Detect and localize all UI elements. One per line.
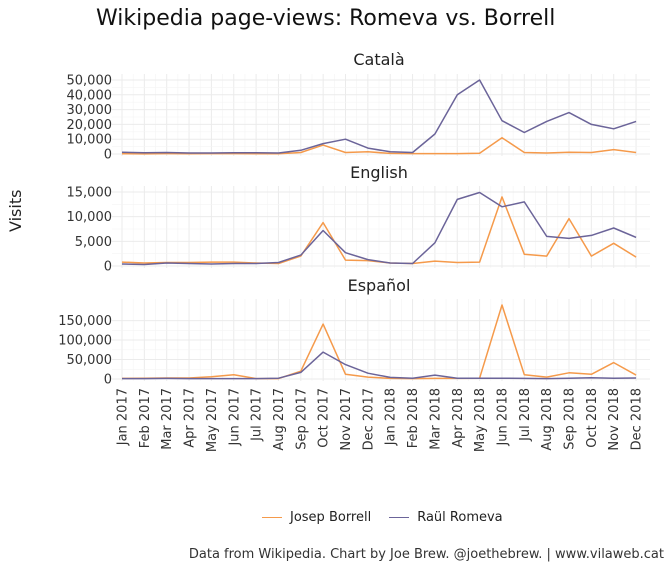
x-tick-label: Feb 2017 [138,388,153,448]
x-tick-label: Apr 2018 [451,388,466,448]
y-tick-label: 15,000 [67,186,113,201]
y-tick-label: 40,000 [67,88,113,103]
x-tick-label: Oct 2018 [585,388,600,448]
panel-title-espanol: Español [347,276,411,295]
panel-title-catala: Català [353,50,405,69]
series-line-romeva [122,351,637,380]
x-tick-label: May 2018 [473,388,488,452]
y-tick-label: 0 [104,148,112,163]
x-tick-label: Jan 2018 [384,388,399,446]
legend-label-borrell: Josep Borrell [290,510,372,525]
y-tick-label: 150,000 [58,314,112,329]
x-tick-label: Sep 2017 [294,388,309,450]
x-tick-label: Nov 2017 [339,388,354,451]
x-tick-label: Oct 2017 [317,388,332,448]
x-tick-label: May 2017 [205,388,220,452]
y-tick-label: 10,000 [67,210,113,225]
x-tick-label: Jun 2018 [495,388,510,447]
y-tick-label: 50,000 [67,74,113,89]
legend-label-romeva: Raül Romeva [417,510,503,525]
x-tick-label: Jan 2017 [116,388,131,446]
x-tick-label: Nov 2018 [607,388,622,451]
x-tick-label: Jul 2017 [250,388,265,442]
x-tick-label: Aug 2018 [540,388,555,451]
y-tick-label: 0 [104,373,112,388]
series-line-romeva [121,191,637,266]
legend-item-borrell: Josep Borrell [262,510,371,525]
x-tick-label: Apr 2017 [183,388,198,448]
x-tick-label: Mar 2018 [428,388,443,450]
y-tick-label: 0 [104,260,112,275]
x-tick-label: Aug 2017 [272,388,287,451]
legend: Josep Borrell Raül Romeva [262,510,521,525]
x-tick-label: Feb 2018 [406,388,421,448]
y-tick-label: 20,000 [67,118,113,133]
x-tick-label: Jun 2017 [227,388,242,447]
y-tick-label: 30,000 [67,103,113,118]
legend-swatch-romeva [389,517,410,518]
x-tick-label: Sep 2018 [563,388,578,450]
series-line-borrell [121,304,637,380]
legend-swatch-borrell [262,517,282,518]
y-tick-label: 5,000 [75,235,112,250]
caption: Data from Wikipedia. Chart by Joe Brew. … [188,547,664,562]
panel-title-english: English [350,163,408,182]
chart-title: Wikipedia page-views: Romeva vs. Borrell [96,6,556,31]
legend-item-romeva: Raül Romeva [389,510,503,525]
x-tick-label: Dec 2018 [630,388,645,450]
x-tick-label: Dec 2017 [361,388,376,450]
x-tick-label: Mar 2017 [160,388,175,450]
y-tick-label: 100,000 [58,334,112,349]
x-tick-label: Jul 2018 [518,388,533,442]
y-tick-label: 50,000 [67,353,113,368]
series-line-romeva [121,79,637,154]
y-tick-label: 10,000 [67,133,113,148]
